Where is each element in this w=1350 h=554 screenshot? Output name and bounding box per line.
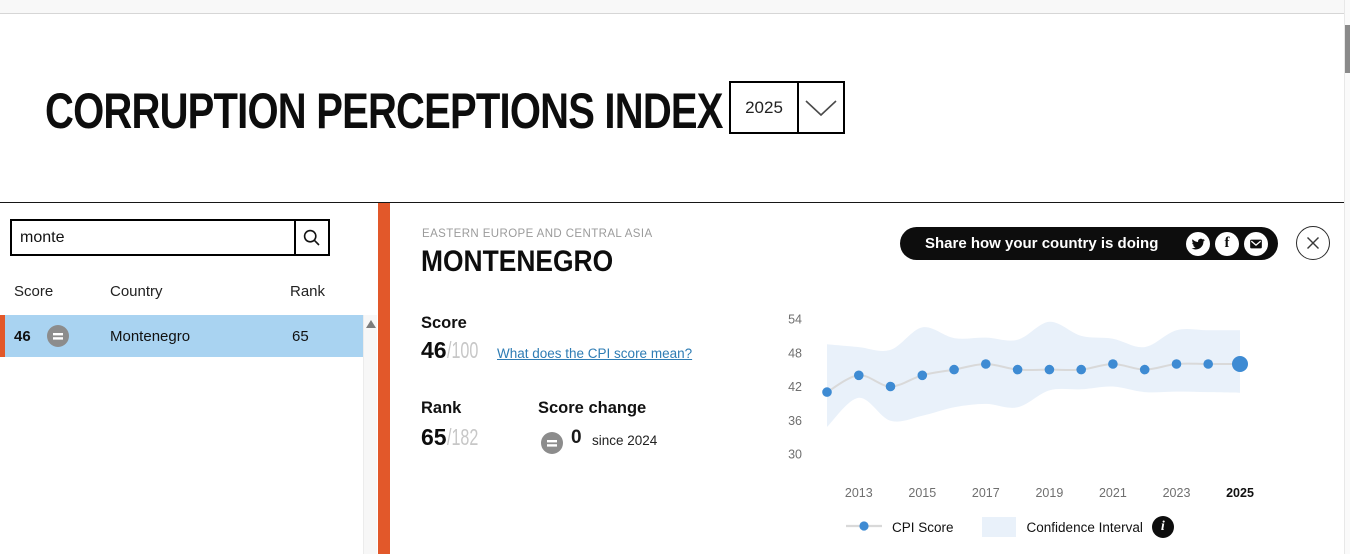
- country-detail-panel: EASTERN EUROPE AND CENTRAL ASIA MONTENEG…: [390, 203, 1346, 554]
- page-title-text: CORRUPTION PERCEPTIONS INDEX: [45, 83, 723, 139]
- svg-text:30: 30: [788, 448, 802, 462]
- svg-text:2015: 2015: [908, 486, 936, 500]
- search-icon: [303, 229, 320, 246]
- cpi-score-line-icon: [846, 520, 882, 535]
- score-change-label: Score change: [538, 399, 647, 417]
- top-strip: [0, 0, 1350, 14]
- facebook-share-button[interactable]: f: [1215, 231, 1239, 256]
- col-header-rank: Rank: [290, 283, 326, 300]
- share-banner: Share how your country is doing f: [900, 227, 1278, 260]
- chevron-down-icon: [797, 83, 843, 132]
- confidence-interval-swatch: [981, 517, 1016, 537]
- page-scrollbar[interactable]: [1344, 0, 1350, 554]
- table-row-montenegro[interactable]: 46 Montenegro 65: [0, 315, 363, 357]
- close-icon: [1307, 237, 1319, 249]
- info-icon[interactable]: i: [1151, 516, 1174, 538]
- rank-value: 65/182: [421, 424, 478, 450]
- score-change-value: 0: [571, 427, 582, 448]
- page-title: CORRUPTION PERCEPTIONS INDEX: [45, 82, 892, 139]
- svg-text:2025: 2025: [1226, 486, 1254, 500]
- svg-text:36: 36: [788, 414, 802, 428]
- scrollbar-thumb[interactable]: [1345, 25, 1350, 73]
- legend-confidence-label: Confidence Interval: [1026, 519, 1143, 535]
- twitter-share-button[interactable]: [1186, 231, 1210, 256]
- legend-cpi-score-label: CPI Score: [892, 519, 954, 535]
- svg-text:48: 48: [788, 346, 802, 360]
- facebook-icon: f: [1224, 235, 1230, 251]
- search-button[interactable]: [294, 221, 328, 254]
- row-country: Montenegro: [110, 327, 191, 345]
- svg-text:2017: 2017: [972, 486, 1000, 500]
- country-heading: MONTENEGRO: [421, 245, 614, 278]
- row-score: 46: [14, 327, 31, 345]
- svg-text:2013: 2013: [845, 486, 873, 500]
- col-header-score: Score: [14, 283, 54, 300]
- svg-text:2019: 2019: [1035, 486, 1063, 500]
- accent-divider-bar: [378, 203, 390, 554]
- svg-text:54: 54: [788, 313, 802, 327]
- no-change-icon: [541, 432, 563, 454]
- rank-denominator: /182: [446, 424, 478, 450]
- year-dropdown[interactable]: 2025: [729, 81, 845, 134]
- col-header-country: Country: [110, 283, 163, 300]
- region-label: EASTERN EUROPE AND CENTRAL ASIA: [422, 228, 653, 240]
- svg-text:42: 42: [788, 380, 802, 394]
- chart-legend: CPI Score Confidence Interval i: [846, 516, 1174, 538]
- rank-label: Rank: [421, 399, 462, 417]
- row-rank: 65: [292, 327, 309, 345]
- year-dropdown-value: 2025: [745, 97, 783, 117]
- score-value: 46/100: [421, 337, 478, 363]
- svg-text:2021: 2021: [1099, 486, 1127, 500]
- close-button[interactable]: [1296, 226, 1330, 260]
- country-search: [10, 219, 330, 256]
- email-icon: [1250, 239, 1262, 248]
- cpi-trend-chart: 54 48 42 36 30 2013 2015 2017 2019 2021 2023 2025: [788, 313, 1254, 501]
- share-label: Share how your country is doing: [925, 235, 1159, 252]
- email-share-button[interactable]: [1244, 231, 1268, 256]
- list-scrollbar[interactable]: [363, 315, 377, 554]
- svg-text:2023: 2023: [1163, 486, 1191, 500]
- cpi-score-link[interactable]: What does the CPI score mean?: [497, 346, 693, 361]
- scroll-up-icon[interactable]: [366, 320, 376, 328]
- section-divider: [0, 202, 1350, 203]
- score-label: Score: [421, 314, 467, 332]
- score-denominator: /100: [446, 337, 478, 363]
- search-input[interactable]: [12, 221, 294, 254]
- score-change-caption: since 2024: [592, 433, 658, 448]
- no-change-icon: [47, 325, 69, 347]
- twitter-icon: [1191, 238, 1205, 249]
- share-icons: f: [1186, 231, 1268, 256]
